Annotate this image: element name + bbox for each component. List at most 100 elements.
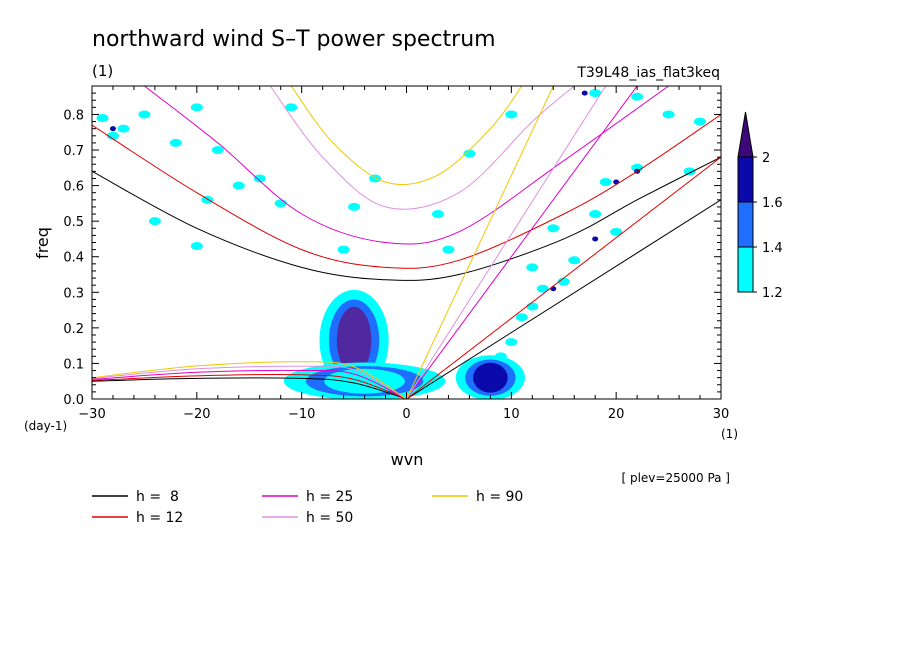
- legend-label: h = 50: [306, 510, 353, 526]
- rossby-curve-1: [92, 374, 407, 399]
- shaded-speck: [536, 284, 549, 293]
- shaded-speck: [348, 202, 361, 211]
- shaded-speck: [526, 263, 539, 272]
- x-tick-label: −30: [78, 407, 105, 422]
- shaded-speck-dark: [613, 179, 620, 185]
- colorbar-label: 1.6: [762, 196, 783, 211]
- shaded-speck: [683, 167, 696, 176]
- shaded-speck: [494, 352, 507, 361]
- shaded-speck: [610, 227, 623, 236]
- spectrum-shading: [96, 89, 707, 399]
- legend-label: h = 8: [136, 489, 179, 505]
- dispersion-curves: [92, 86, 721, 399]
- y-axis-units: (day-1): [24, 419, 67, 433]
- shaded-speck: [148, 217, 161, 226]
- colorbar-label: 1.2: [762, 286, 783, 301]
- legend-label: h = 12: [136, 510, 183, 526]
- shaded-speck: [201, 195, 214, 204]
- rossby-curve-2: [92, 369, 407, 399]
- y-tick-label: 0.7: [63, 144, 84, 159]
- shaded-speck: [547, 224, 560, 233]
- y-tick-label: 0.1: [63, 357, 84, 372]
- gravity-curve-0: [92, 156, 721, 281]
- plot-frame: [91, 85, 722, 400]
- shaded-speck: [463, 149, 476, 158]
- y-tick-label: 0.8: [63, 108, 84, 123]
- x-axis-units: (1): [721, 427, 738, 441]
- colorbar-label: 1.4: [762, 241, 783, 256]
- gravity-curve-1: [92, 114, 721, 269]
- shaded-speck: [138, 110, 151, 119]
- shaded-speck: [568, 256, 581, 265]
- y-tick-label: 0.6: [63, 180, 84, 195]
- kelvin-curve-3: [406, 86, 607, 399]
- colorbar-label: 2: [762, 151, 770, 166]
- legend: h = 8 h = 12 h = 25 h = 50 h = 90: [92, 489, 523, 526]
- y-tick-label: 0.0: [63, 393, 84, 408]
- y-axis-title: freq: [33, 227, 52, 259]
- axis-ticks: −30 −20 −10 0 10 20 30 0.0 0.1 0.2 0.3 0.4 0.5 0.6 0.7…: [63, 85, 729, 422]
- x-tick-label: 20: [608, 407, 625, 422]
- rossby-curve-0: [92, 377, 407, 399]
- x-tick-label: −10: [288, 407, 315, 422]
- shaded-speck-dark: [109, 126, 116, 132]
- shaded-speck: [557, 277, 570, 286]
- kelvin-curve-4: [406, 86, 554, 399]
- colorbar: 2 1.6 1.4 1.2: [737, 111, 783, 301]
- colorbar-segment: [737, 156, 754, 203]
- shaded-speck-dark: [550, 286, 557, 292]
- y-tick-label: 0.4: [63, 251, 84, 266]
- gravity-curve-4: [290, 86, 523, 185]
- shaded-speck: [631, 92, 644, 101]
- gravity-curve-2: [144, 86, 669, 245]
- run-name: T39L48_ias_flat3keq: [576, 65, 720, 81]
- shaded-speck: [589, 210, 602, 219]
- shaded-speck: [169, 138, 182, 147]
- rossby-curve-4: [92, 361, 407, 399]
- shaded-speck: [96, 114, 109, 123]
- pressure-level-note: [ plev=25000 Pa ]: [621, 471, 730, 485]
- shaded-speck: [526, 302, 539, 311]
- x-tick-label: 10: [503, 407, 520, 422]
- shaded-speck-dark: [592, 236, 599, 242]
- shaded-region-core: [336, 306, 372, 374]
- shaded-speck: [515, 313, 528, 322]
- shaded-speck: [431, 210, 444, 219]
- legend-label: h = 90: [476, 489, 523, 505]
- y-tick-label: 0.5: [63, 215, 84, 230]
- shaded-speck-dark: [581, 90, 588, 96]
- shaded-speck: [190, 242, 203, 251]
- shaded-speck: [106, 131, 119, 140]
- shaded-speck: [599, 178, 612, 187]
- shaded-speck: [442, 245, 455, 254]
- shaded-speck: [211, 146, 224, 155]
- colorbar-triangle: [737, 111, 754, 158]
- legend-label: h = 25: [306, 489, 353, 505]
- y-tick-label: 0.3: [63, 286, 84, 301]
- shaded-speck: [369, 174, 382, 183]
- shaded-speck: [285, 103, 298, 112]
- kelvin-curve-2: [406, 86, 638, 399]
- shaded-speck: [253, 174, 266, 183]
- x-tick-label: 0: [402, 407, 410, 422]
- y-tick-label: 0.2: [63, 322, 84, 337]
- gravity-curve-3: [269, 86, 575, 210]
- chart-title: northward wind S–T power spectrum: [92, 27, 496, 52]
- kelvin-curve-0: [406, 199, 721, 399]
- shaded-speck: [694, 117, 707, 126]
- shaded-speck: [117, 124, 130, 133]
- colorbar-segment: [737, 201, 754, 248]
- shaded-speck: [337, 245, 350, 254]
- kelvin-curve-1: [406, 156, 721, 399]
- shaded-speck: [505, 338, 518, 347]
- shaded-region-core: [473, 362, 508, 393]
- shaded-speck: [274, 199, 287, 208]
- shaded-speck: [662, 110, 675, 119]
- chart-units: (1): [92, 62, 113, 80]
- rossby-curve-3: [92, 365, 407, 399]
- x-axis-title: wvn: [391, 450, 424, 469]
- shaded-speck: [232, 181, 245, 190]
- colorbar-segment: [737, 246, 754, 293]
- x-tick-label: −20: [183, 407, 210, 422]
